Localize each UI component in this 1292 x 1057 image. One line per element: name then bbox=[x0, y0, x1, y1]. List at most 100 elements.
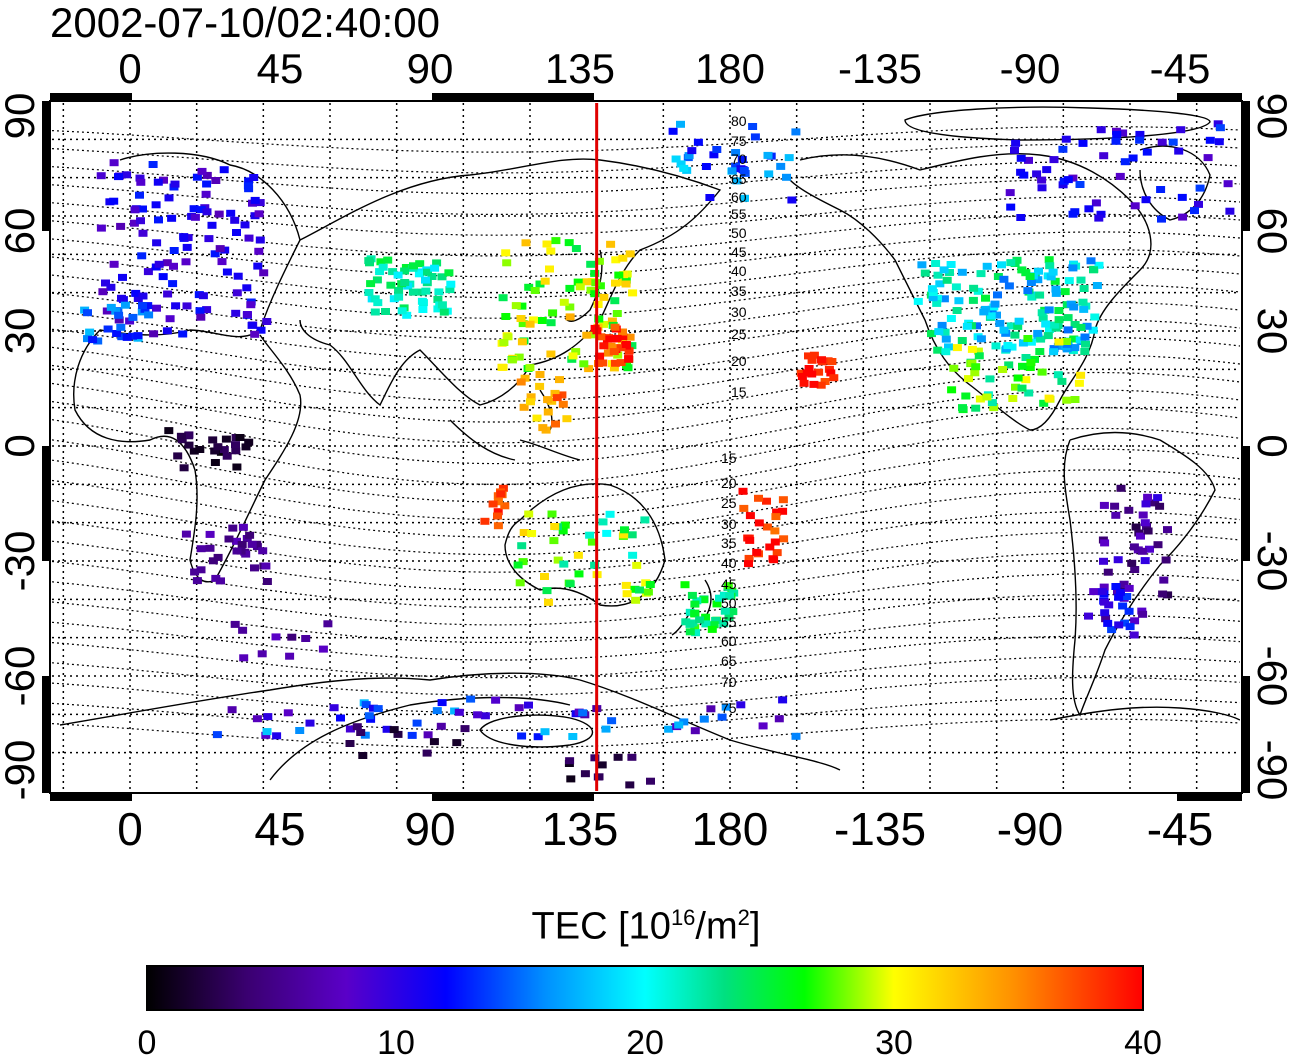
tec-cell bbox=[1129, 543, 1139, 551]
tec-cell bbox=[721, 703, 731, 711]
contour-label: 15 bbox=[731, 384, 747, 400]
tec-cell bbox=[546, 247, 556, 255]
tec-cell bbox=[208, 436, 218, 444]
tec-cell bbox=[778, 507, 788, 515]
tec-cell bbox=[1063, 314, 1073, 322]
magnetic-contour bbox=[52, 677, 1240, 714]
tec-cell bbox=[762, 497, 771, 505]
tec-cell bbox=[231, 447, 241, 455]
tec-cell bbox=[493, 498, 503, 506]
tec-cell bbox=[1024, 389, 1034, 397]
tec-cell bbox=[381, 308, 390, 315]
tec-cell bbox=[450, 707, 460, 715]
magnetic-contour bbox=[52, 389, 1240, 465]
tec-cell bbox=[546, 350, 556, 358]
tec-cell bbox=[181, 530, 191, 538]
tec-cell bbox=[612, 334, 622, 342]
tec-cell bbox=[498, 484, 508, 492]
tec-cell bbox=[707, 625, 717, 633]
tec-cell bbox=[976, 335, 986, 343]
tec-cell bbox=[122, 171, 132, 179]
tec-cell bbox=[1021, 354, 1031, 361]
tec-cell bbox=[776, 162, 786, 170]
tec-cell bbox=[566, 775, 576, 783]
tec-cell bbox=[1080, 333, 1090, 341]
magnetic-contour bbox=[52, 231, 1240, 278]
tec-cell bbox=[1021, 376, 1031, 384]
tec-cell bbox=[128, 332, 137, 340]
tec-cell bbox=[1016, 154, 1026, 162]
tec-cell bbox=[624, 347, 634, 355]
left-lat-tick: 30 bbox=[0, 308, 43, 355]
tec-cell bbox=[402, 311, 412, 319]
tec-cell bbox=[393, 730, 403, 738]
tec-cell bbox=[627, 753, 637, 761]
tec-cell bbox=[1135, 130, 1145, 138]
tec-cell bbox=[1032, 170, 1042, 178]
tec-cell bbox=[137, 252, 147, 260]
tec-cell bbox=[598, 359, 608, 367]
bottom-lon-tick: 0 bbox=[117, 803, 143, 855]
tec-cell bbox=[376, 258, 386, 266]
tec-cell bbox=[1019, 171, 1029, 179]
right-lat-tick: 90 bbox=[1249, 93, 1292, 140]
tec-cell bbox=[393, 271, 403, 279]
magnetic-contour bbox=[52, 354, 1240, 423]
tec-cell bbox=[85, 328, 95, 336]
tec-cell bbox=[952, 344, 962, 352]
magnetic-contour bbox=[52, 319, 1240, 382]
tec-cell bbox=[1044, 256, 1054, 264]
tec-cell bbox=[1046, 273, 1056, 281]
tec-cell bbox=[1124, 506, 1134, 514]
tec-observations bbox=[80, 120, 1235, 789]
tec-cell bbox=[712, 600, 722, 608]
tec-cell bbox=[1026, 359, 1036, 366]
tec-cell bbox=[1037, 309, 1047, 317]
tec-cell bbox=[1044, 306, 1054, 314]
tec-cell bbox=[1124, 607, 1134, 615]
tec-cell bbox=[133, 332, 143, 340]
magnetic-contour bbox=[52, 161, 1240, 195]
tec-cell bbox=[254, 210, 264, 218]
tec-cell bbox=[403, 282, 413, 290]
magnetic-contour bbox=[52, 178, 1240, 215]
tec-cell bbox=[598, 518, 608, 526]
tec-cell bbox=[131, 289, 141, 297]
tec-cell bbox=[595, 352, 605, 360]
tec-cell bbox=[1026, 279, 1036, 286]
tec-cell bbox=[114, 173, 123, 181]
tec-cell bbox=[582, 278, 592, 286]
tec-cell bbox=[1136, 532, 1145, 540]
tec-cell bbox=[417, 297, 427, 305]
tec-cell bbox=[244, 438, 254, 446]
tec-cell bbox=[149, 330, 159, 338]
tec-cell bbox=[1003, 342, 1013, 349]
top-lon-tick: 45 bbox=[257, 45, 304, 92]
tec-cell bbox=[210, 459, 220, 466]
top-lon-tick: 90 bbox=[407, 45, 454, 92]
tec-cell bbox=[927, 285, 937, 293]
tec-cell bbox=[1128, 154, 1138, 162]
tec-cell bbox=[1058, 145, 1068, 153]
tec-cell bbox=[627, 531, 637, 539]
tec-cell bbox=[559, 560, 569, 568]
tec-cell bbox=[685, 620, 695, 628]
tec-cell bbox=[1091, 199, 1101, 207]
top-lon-tick: -90 bbox=[1000, 45, 1061, 92]
tec-cell bbox=[1049, 321, 1059, 329]
tec-cell bbox=[165, 315, 175, 323]
tec-cell bbox=[611, 344, 621, 352]
tec-cell bbox=[507, 356, 517, 364]
tec-cell bbox=[967, 359, 977, 367]
contour-label: 35 bbox=[721, 535, 737, 551]
tec-cell bbox=[491, 696, 501, 704]
contour-label: 50 bbox=[731, 225, 747, 241]
tec-cell bbox=[974, 352, 984, 360]
tec-cell bbox=[991, 342, 1001, 350]
tec-cell bbox=[754, 519, 764, 527]
tec-cell bbox=[195, 307, 205, 315]
tec-cell bbox=[712, 146, 722, 153]
magnetic-contour bbox=[52, 697, 1240, 731]
tec-cell bbox=[1137, 547, 1147, 555]
tec-cell bbox=[1214, 138, 1224, 146]
